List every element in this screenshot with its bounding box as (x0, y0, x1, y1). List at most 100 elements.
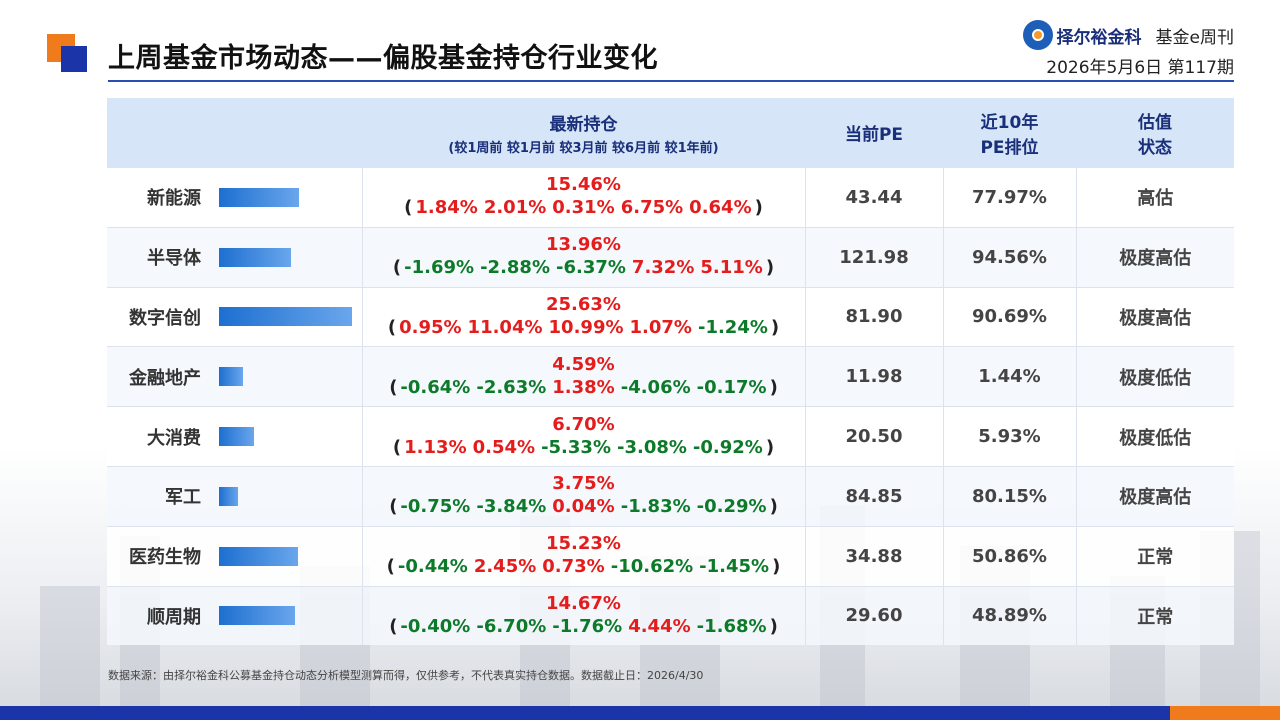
holding-change: -1.24% (697, 316, 768, 338)
holding-change: -3.84% (476, 496, 547, 518)
holding-change: -0.40% (400, 615, 471, 637)
holding-change: 0.04% (552, 496, 615, 518)
holding-header-sub: (较1周前 较1月前 较3月前 较6月前 较1年前) (448, 140, 719, 156)
rank-header: 近10年 PE排位 (943, 98, 1076, 168)
industry-name: 半导体 (147, 248, 201, 270)
table-row: 大消费 6.70% (1.13% 0.54% -5.33% -3.08% -0.92%)… (107, 406, 1234, 467)
holding-change: -3.08% (616, 436, 687, 458)
holding-change: 0.95% (399, 316, 462, 338)
pe-value: 11.98 (805, 346, 944, 407)
holding-cell: 3.75% (-0.75% -3.84% 0.04% -1.83% -0.29%) (362, 465, 806, 527)
title-divider (108, 80, 1234, 82)
brand-circle-icon (1022, 20, 1053, 50)
holding-change: -1.69% (404, 257, 475, 279)
holding-change: -0.64% (400, 376, 471, 398)
rank-header-line1: 近10年 (980, 112, 1039, 133)
industry-name: 金融地产 (129, 367, 201, 389)
publication-name: 基金e周刊 (1155, 27, 1234, 48)
holding-cell: 14.67% (-0.40% -6.70% -1.76% 4.44% -1.68%) (362, 585, 806, 646)
holding-change: 1.13% (404, 436, 467, 458)
holding-change: 0.31% (552, 197, 615, 219)
holding-change: 2.01% (483, 197, 547, 219)
holding-change: -5.33% (541, 436, 611, 458)
holding-value: 15.46% (546, 174, 621, 196)
valuation-status: 极度高估 (1076, 226, 1234, 288)
table-row: 数字信创 25.63% (0.95% 11.04% 10.99% 1.07% -1.24… (107, 286, 1234, 347)
industry-name: 数字信创 (129, 307, 201, 329)
holding-value: 6.70% (552, 413, 615, 435)
pe-value: 81.90 (805, 286, 944, 347)
holding-value: 25.63% (546, 293, 621, 315)
holding-bar (219, 367, 243, 387)
holding-change: -0.92% (692, 436, 763, 458)
industry-cell: 顺周期 (107, 585, 363, 646)
holding-bar (219, 247, 291, 267)
footer-blue-bar (0, 706, 1170, 720)
holding-value: 3.75% (552, 473, 615, 495)
pe-value: 20.50 (805, 406, 944, 467)
holding-change: -2.88% (480, 257, 550, 279)
table-row: 半导体 13.96% (-1.69% -2.88% -6.37% 7.32% 5.11%… (107, 226, 1234, 288)
holding-value: 15.23% (546, 533, 621, 555)
brand-name: 择尔裕金科 (1056, 27, 1142, 48)
table-row: 军工 3.75% (-0.75% -3.84% 0.04% -1.83% -0.29%)… (107, 465, 1234, 527)
rank-header-line2: PE排位 (980, 137, 1039, 158)
table-row: 新能源 15.46% (1.84% 2.01% 0.31% 6.75% 0.64%) 4… (107, 167, 1234, 228)
holding-value: 4.59% (552, 353, 615, 375)
pe-value: 29.60 (805, 585, 944, 646)
pe-rank-value: 48.89% (943, 585, 1077, 646)
holding-bar (219, 606, 295, 626)
holding-change: -0.75% (400, 496, 471, 518)
industry-cell: 数字信创 (107, 286, 363, 347)
industry-cell: 金融地产 (107, 346, 363, 407)
industry-cell: 新能源 (107, 167, 363, 228)
holding-bar (219, 187, 299, 207)
holding-value: 13.96% (546, 234, 621, 256)
pe-rank-value: 90.69% (943, 286, 1077, 347)
holding-cell: 15.23% (-0.44% 2.45% 0.73% -10.62% -1.45%) (362, 525, 806, 587)
holding-change: -0.44% (397, 556, 468, 578)
holding-change: 2.45% (473, 556, 537, 578)
status-header-line2: 状态 (1138, 137, 1172, 158)
table-row: 医药生物 15.23% (-0.44% 2.45% 0.73% -10.62% -1.4… (107, 525, 1234, 587)
pe-rank-value: 5.93% (943, 406, 1077, 467)
pe-rank-value: 1.44% (943, 346, 1077, 407)
industry-name: 医药生物 (129, 547, 201, 569)
holding-bar (219, 307, 352, 327)
holding-change: -0.17% (696, 376, 767, 398)
holding-cell: 25.63% (0.95% 11.04% 10.99% 1.07% -1.24%) (362, 286, 806, 347)
industry-cell: 军工 (107, 465, 363, 527)
valuation-status: 极度低估 (1076, 346, 1234, 407)
blue-square-icon (61, 46, 87, 72)
industry-cell: 医药生物 (107, 525, 363, 587)
holding-change: 11.04% (467, 316, 543, 338)
holding-change: 0.73% (542, 556, 605, 578)
valuation-status: 正常 (1076, 585, 1234, 646)
pe-rank-value: 50.86% (943, 525, 1077, 587)
valuation-status: 高估 (1076, 167, 1234, 228)
industry-name: 顺周期 (147, 606, 201, 628)
industry-header (107, 98, 362, 168)
pe-rank-value: 77.97% (943, 167, 1077, 228)
holding-change: -4.06% (620, 376, 691, 398)
holding-change: -1.45% (699, 556, 770, 578)
data-source-note: 数据来源：由择尔裕金科公募基金持仓动态分析模型测算而得，仅供参考，不代表真实持仓… (108, 669, 704, 682)
industry-name: 大消费 (147, 427, 201, 449)
holding-change: 6.75% (620, 197, 684, 219)
holding-change: 1.38% (552, 376, 615, 398)
issue-date: 2026年5月6日 第117期 (1046, 58, 1234, 78)
pe-rank-value: 80.15% (943, 465, 1077, 527)
holding-bar (219, 427, 254, 447)
pe-header: 当前PE (805, 98, 943, 168)
holding-change: 10.99% (548, 316, 624, 338)
industry-cell: 大消费 (107, 406, 363, 467)
industry-cell: 半导体 (107, 226, 363, 288)
holding-change: -6.70% (476, 615, 547, 637)
holding-change: 4.44% (628, 615, 691, 637)
holding-change: 0.64% (689, 197, 752, 219)
valuation-status: 极度高估 (1076, 286, 1234, 347)
holdings-table: 最新持仓 (较1周前 较1月前 较3月前 较6月前 较1年前) 当前PE 近10… (107, 98, 1234, 646)
holding-cell: 15.46% (1.84% 2.01% 0.31% 6.75% 0.64%) (362, 167, 806, 228)
table-row: 顺周期 14.67% (-0.40% -6.70% -1.76% 4.44% -1.68… (107, 585, 1234, 646)
holding-bar (219, 486, 238, 506)
